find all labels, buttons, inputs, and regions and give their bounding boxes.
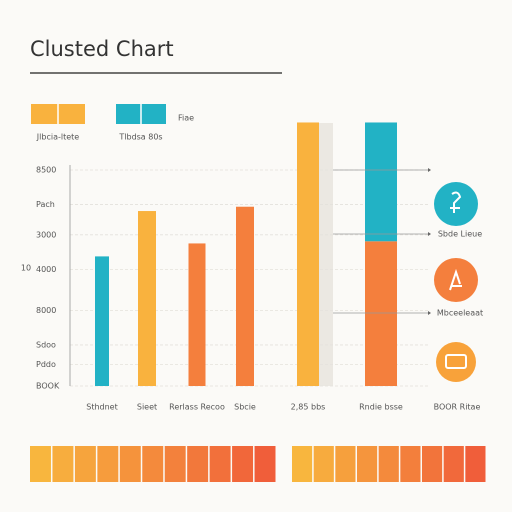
legend-label: Tlbdsa 80s xyxy=(118,133,162,142)
y-tick-label: Sdoo xyxy=(36,340,56,349)
x-tick-label: Sieet xyxy=(137,403,157,412)
color-strip-cell xyxy=(443,446,464,482)
color-strip-cell xyxy=(74,446,96,482)
color-strip-cell xyxy=(254,446,276,482)
bar xyxy=(365,241,397,386)
color-strip-cell xyxy=(232,446,254,482)
icon-glyph xyxy=(449,268,462,291)
bar xyxy=(138,211,156,386)
color-strip-cell xyxy=(164,446,186,482)
pointer-arrow xyxy=(428,311,431,315)
y-tick-label: 4000 xyxy=(36,265,56,274)
bar xyxy=(297,122,319,386)
icon-glyph xyxy=(445,354,467,369)
annotation: BOOR Ritae xyxy=(434,403,481,412)
annotation: Mbceeleaat xyxy=(437,309,483,318)
color-strip-cell xyxy=(30,446,51,482)
chart-title: Clusted Chart xyxy=(30,37,174,61)
color-strip-cell xyxy=(119,446,141,482)
color-strip-cell xyxy=(357,446,378,482)
legend-label: Fiae xyxy=(178,114,194,123)
icon xyxy=(434,258,478,302)
color-strip-cell xyxy=(142,446,164,482)
color-strip-cell xyxy=(313,446,334,482)
bar xyxy=(95,256,109,386)
bar xyxy=(188,243,206,386)
color-strip-cell xyxy=(292,446,313,482)
x-tick-label: Sthdnet xyxy=(86,403,118,412)
color-strip-cell xyxy=(187,446,209,482)
y-tick-label: Pach xyxy=(36,200,55,209)
x-tick-label: Rerlass Recoo xyxy=(169,403,225,412)
color-strip-cell xyxy=(378,446,399,482)
color-strip-cell xyxy=(97,446,119,482)
color-strip-cell xyxy=(335,446,356,482)
pointer-arrow xyxy=(428,168,431,172)
x-tick-label: Rndie bsse xyxy=(359,403,403,412)
color-strip-cell xyxy=(209,446,231,482)
y-tick-label: 3000 xyxy=(36,230,56,239)
legend-label: Jlbcia-ltete xyxy=(36,133,79,142)
y-axis-label: 10 xyxy=(21,264,31,273)
pointer-arrow xyxy=(428,232,431,236)
annotation: Sbde Lieue xyxy=(438,230,482,239)
bar xyxy=(236,206,254,386)
color-strip-cell xyxy=(52,446,74,482)
y-tick-label: 8500 xyxy=(36,166,56,175)
y-tick-label: 8000 xyxy=(36,306,56,315)
color-strip-cell xyxy=(465,446,486,482)
icon xyxy=(434,182,478,226)
color-strip-cell xyxy=(400,446,421,482)
icon xyxy=(436,342,476,382)
icon-glyph xyxy=(450,191,462,213)
color-strip-cell xyxy=(422,446,443,482)
y-tick-label: BOOK xyxy=(36,382,60,391)
bar-shadow xyxy=(319,123,333,386)
x-tick-label: Sbcie xyxy=(234,403,256,412)
bar xyxy=(365,122,397,242)
y-tick-label: Pddo xyxy=(36,360,56,369)
x-tick-label: 2,85 bbs xyxy=(291,403,326,412)
